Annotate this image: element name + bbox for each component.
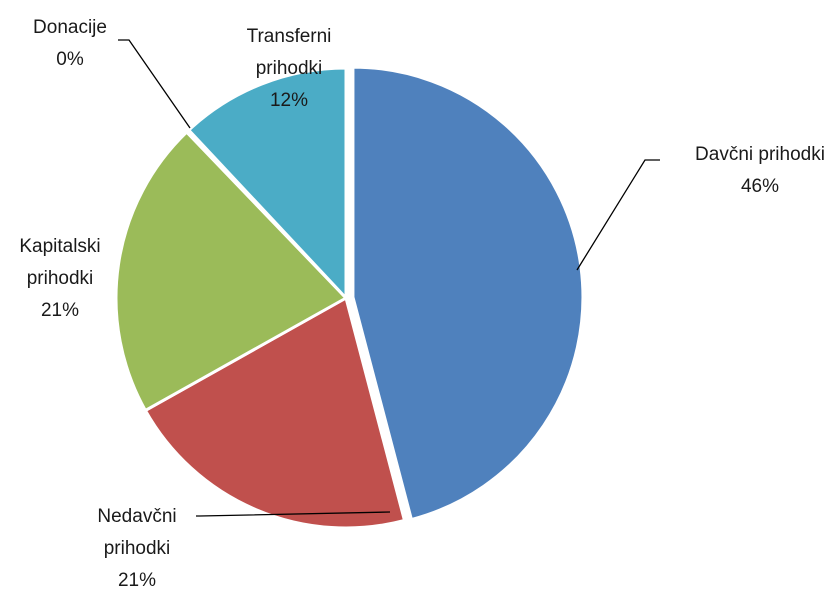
slice-name: Donacije <box>33 17 107 38</box>
leader-line <box>196 511 391 517</box>
leader-lines <box>118 39 660 517</box>
slice-percent: 21% <box>118 570 156 590</box>
slice-name: prihodki <box>27 268 94 289</box>
slice-name: Davčni prihodki <box>695 144 825 165</box>
slice-percent: 0% <box>56 49 84 70</box>
slice-label: Transferni prihodki 12% <box>247 26 332 111</box>
slice-name: prihodki <box>256 58 323 79</box>
slice-percent: 46% <box>741 176 779 197</box>
pie-slice <box>187 66 348 300</box>
slice-percent: 21% <box>41 300 79 321</box>
pie-slices <box>114 65 585 530</box>
pie-slice <box>351 65 585 522</box>
slice-label: Donacije 0% <box>33 17 107 70</box>
slice-label: Kapitalski prihodki 21% <box>19 236 100 321</box>
slice-name: prihodki <box>104 538 171 559</box>
pie-slice <box>114 130 348 412</box>
slice-labels: Davčni prihodki 46%Nedavčni prihodki 21%Kap… <box>19 17 825 590</box>
slice-label: Nedavčni prihodki 21% <box>97 506 176 590</box>
leader-line <box>576 159 660 271</box>
pie-slice <box>143 296 406 530</box>
slice-name: Kapitalski <box>19 236 100 257</box>
leader-line <box>118 39 191 129</box>
slice-name: Nedavčni <box>97 506 176 527</box>
slice-name: Transferni <box>247 26 332 47</box>
slice-percent: 12% <box>270 90 308 111</box>
slice-label: Davčni prihodki 46% <box>695 144 825 197</box>
